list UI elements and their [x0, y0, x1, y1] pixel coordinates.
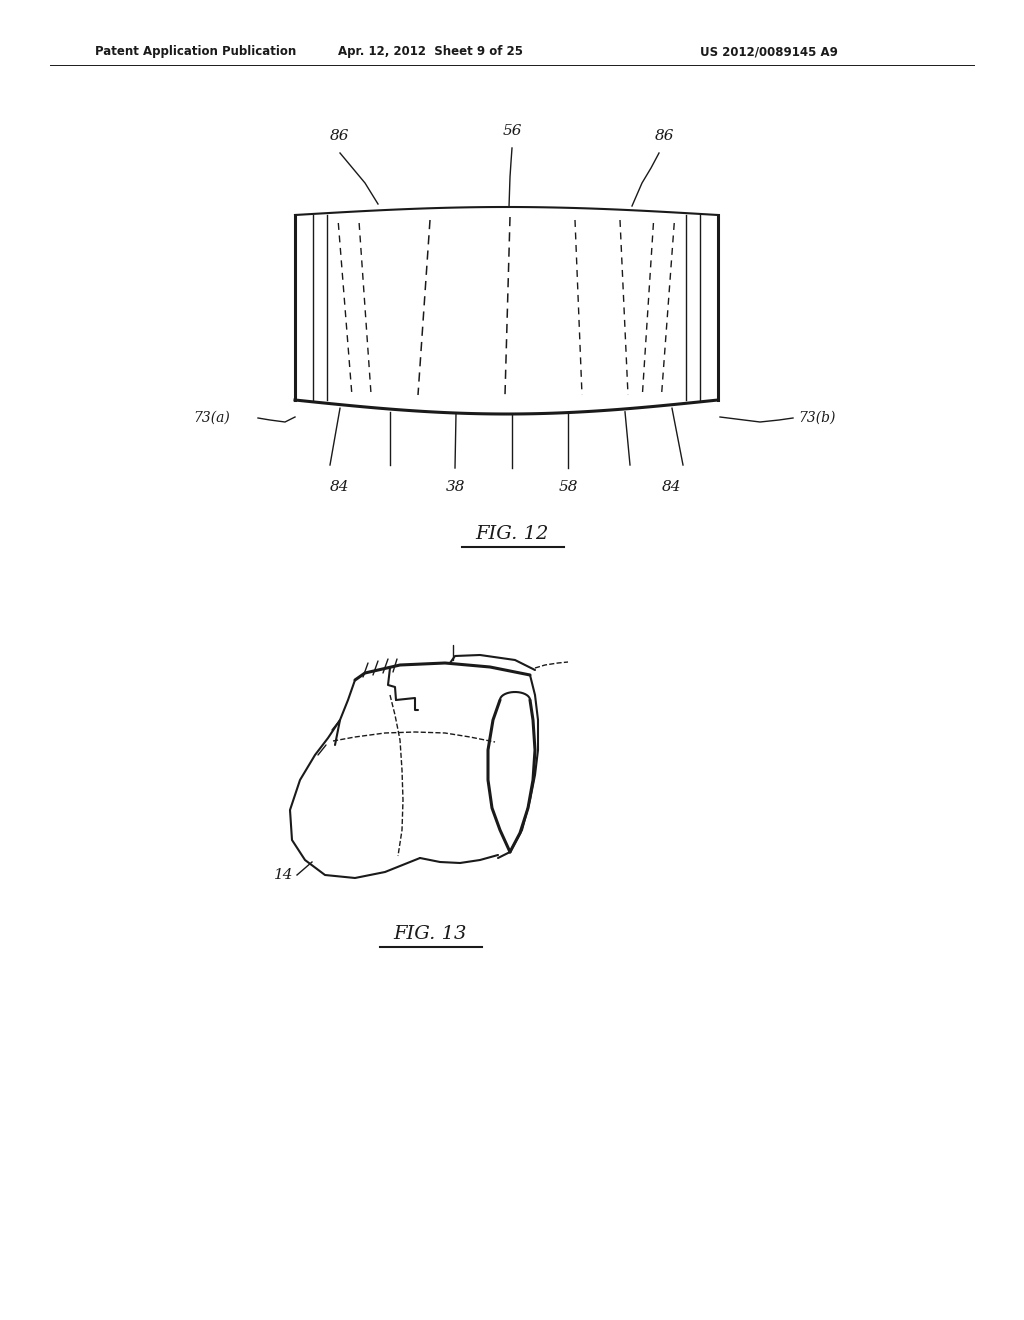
Text: Apr. 12, 2012  Sheet 9 of 25: Apr. 12, 2012 Sheet 9 of 25 [338, 45, 522, 58]
Text: US 2012/0089145 A9: US 2012/0089145 A9 [700, 45, 838, 58]
Text: 14: 14 [273, 869, 293, 882]
Text: 86: 86 [655, 129, 675, 143]
Text: 73(a): 73(a) [194, 411, 230, 425]
Text: 56: 56 [502, 124, 522, 139]
Text: Patent Application Publication: Patent Application Publication [95, 45, 296, 58]
Text: 58: 58 [558, 480, 578, 494]
Text: 86: 86 [331, 129, 350, 143]
Text: FIG. 13: FIG. 13 [393, 925, 467, 942]
Text: 73(b): 73(b) [798, 411, 836, 425]
Text: 84: 84 [331, 480, 350, 494]
Text: FIG. 12: FIG. 12 [475, 525, 549, 543]
Text: 84: 84 [663, 480, 682, 494]
Text: 38: 38 [446, 480, 466, 494]
